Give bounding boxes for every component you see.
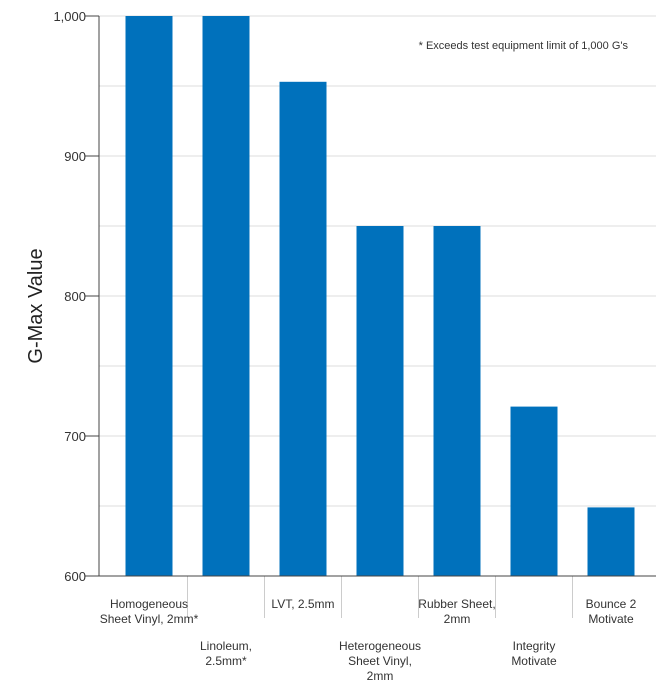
bar: [279, 81, 327, 577]
x-category-label: Linoleum, 2.5mm*: [200, 639, 252, 668]
y-tick-label: 600: [64, 569, 86, 584]
x-category-label: Homogeneous Sheet Vinyl, 2mm*: [100, 597, 199, 626]
y-tick-label: 700: [64, 429, 86, 444]
y-tick-labels: 600 700 800 900 1,000: [53, 9, 86, 584]
y-tick-label: 1,000: [53, 9, 86, 24]
equipment-limit-note: * Exceeds test equipment limit of 1,000 …: [419, 40, 629, 52]
bar: [510, 406, 558, 576]
bar: [125, 16, 173, 576]
y-tick-label: 800: [64, 289, 86, 304]
x-category-label: Bounce 2 Motivate: [586, 597, 637, 626]
bar: [433, 226, 481, 576]
x-category-label: Rubber Sheet, 2mm: [418, 597, 495, 626]
y-tick-label: 900: [64, 149, 86, 164]
x-category-label: LVT, 2.5mm: [271, 597, 334, 611]
bar: [587, 507, 635, 576]
y-axis-label: G-Max Value: [25, 248, 47, 363]
bar: [356, 226, 404, 576]
bar: [202, 16, 250, 576]
x-category-label: Heterogeneous Sheet Vinyl, 2mm: [339, 639, 421, 683]
axes: [85, 15, 656, 618]
bars: [125, 16, 635, 577]
x-category-labels: Homogeneous Sheet Vinyl, 2mm*Linoleum, 2.5…: [100, 597, 637, 683]
x-category-label: Integrity Motivate: [511, 639, 557, 668]
